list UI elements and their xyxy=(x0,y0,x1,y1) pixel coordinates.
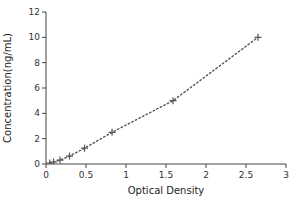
x-tick xyxy=(126,164,127,168)
data-line xyxy=(50,37,258,163)
y-tick-label: 8 xyxy=(34,58,40,68)
y-tick xyxy=(42,12,46,13)
y-axis-label: Concentration(ng/mL) xyxy=(2,33,13,143)
x-tick-label: 3 xyxy=(283,170,289,180)
x-tick-label: 1.5 xyxy=(159,170,173,180)
y-tick xyxy=(42,88,46,89)
y-tick xyxy=(42,138,46,139)
x-tick xyxy=(206,164,207,168)
y-tick xyxy=(42,62,46,63)
chart-container: 0 0.5 1 1.5 2 2.5 3 0 2 4 6 8 10 12 Optical Density Con… xyxy=(0,0,300,200)
axes: 0 0.5 1 1.5 2 2.5 3 0 2 4 6 8 10 12 xyxy=(29,7,289,180)
data-point xyxy=(66,153,73,160)
data-point xyxy=(81,145,88,152)
data-point xyxy=(50,159,57,164)
x-tick-label: 2.5 xyxy=(239,170,253,180)
y-tick-label: 2 xyxy=(34,134,40,144)
x-tick xyxy=(86,164,87,168)
x-tick xyxy=(166,164,167,168)
data-point xyxy=(170,97,177,104)
data-point xyxy=(109,129,116,136)
y-tick-label: 6 xyxy=(34,83,40,93)
x-tick-label: 0 xyxy=(43,170,49,180)
y-tick xyxy=(42,164,46,165)
y-tick xyxy=(42,37,46,38)
data-point xyxy=(57,157,64,164)
x-tick-label: 0.5 xyxy=(79,170,93,180)
x-tick-label: 2 xyxy=(203,170,209,180)
x-tick-label: 1 xyxy=(123,170,129,180)
y-tick-label: 12 xyxy=(29,7,40,17)
data-point xyxy=(255,34,262,41)
y-tick xyxy=(42,113,46,114)
x-tick xyxy=(286,164,287,168)
chart: 0 0.5 1 1.5 2 2.5 3 0 2 4 6 8 10 12 Optical Density Con… xyxy=(0,0,300,200)
y-tick-label: 0 xyxy=(34,159,40,169)
x-tick xyxy=(246,164,247,168)
x-axis-line xyxy=(46,164,286,165)
y-tick-label: 10 xyxy=(29,32,41,42)
plot-area xyxy=(46,34,261,164)
x-axis-label: Optical Density xyxy=(128,185,205,196)
y-tick-label: 4 xyxy=(34,108,40,118)
x-tick xyxy=(46,164,47,168)
y-axis-line xyxy=(46,12,47,164)
